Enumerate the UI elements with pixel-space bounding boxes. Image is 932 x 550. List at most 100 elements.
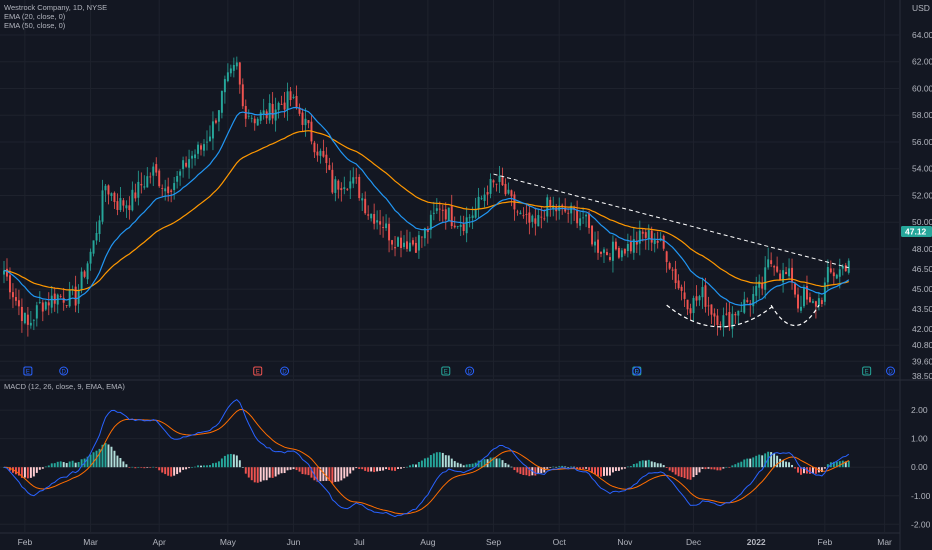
candle[interactable] <box>483 187 486 208</box>
candle[interactable] <box>388 217 391 253</box>
candle[interactable] <box>671 267 674 280</box>
candle[interactable] <box>403 235 405 250</box>
candle[interactable] <box>686 299 689 316</box>
candle[interactable] <box>653 233 656 253</box>
candle[interactable] <box>241 78 244 110</box>
candle[interactable] <box>316 143 319 162</box>
candle[interactable] <box>319 148 322 164</box>
pattern-head-arc[interactable] <box>666 304 775 328</box>
candle[interactable] <box>125 200 128 218</box>
candle[interactable] <box>20 298 23 333</box>
candle[interactable] <box>83 269 86 279</box>
candle[interactable] <box>274 97 277 132</box>
candle[interactable] <box>492 179 495 188</box>
candle[interactable] <box>755 276 758 304</box>
candle[interactable] <box>298 103 301 117</box>
candle[interactable] <box>453 216 456 229</box>
candle[interactable] <box>289 87 292 107</box>
candle[interactable] <box>352 167 355 189</box>
candle[interactable] <box>197 141 199 160</box>
candle[interactable] <box>307 120 310 129</box>
candle[interactable] <box>328 157 331 171</box>
candle[interactable] <box>677 274 680 290</box>
candle[interactable] <box>194 149 197 166</box>
candle[interactable] <box>591 225 594 247</box>
candle[interactable] <box>373 203 376 230</box>
candle[interactable] <box>107 184 110 205</box>
candle[interactable] <box>143 175 146 190</box>
candle[interactable] <box>116 193 119 216</box>
candle[interactable] <box>785 266 788 275</box>
candle[interactable] <box>301 108 304 132</box>
candle[interactable] <box>331 162 334 195</box>
event-marker-icon[interactable]: E <box>862 366 872 376</box>
candle[interactable] <box>149 172 152 184</box>
candle[interactable] <box>65 305 68 308</box>
candle[interactable] <box>253 115 256 131</box>
event-marker-icon[interactable]: D <box>632 366 642 376</box>
candle[interactable] <box>283 91 286 118</box>
candle[interactable] <box>758 274 761 299</box>
candle[interactable] <box>450 194 453 229</box>
candle[interactable] <box>570 202 573 225</box>
candle[interactable] <box>295 85 298 110</box>
candle[interactable] <box>576 200 579 229</box>
candle[interactable] <box>259 109 262 125</box>
candle[interactable] <box>477 187 480 219</box>
candle[interactable] <box>498 166 501 193</box>
candle[interactable] <box>382 216 385 238</box>
candle[interactable] <box>86 261 89 285</box>
candle[interactable] <box>782 262 785 293</box>
candle[interactable] <box>397 236 399 247</box>
candle[interactable] <box>211 111 214 151</box>
candle[interactable] <box>465 206 468 243</box>
candle[interactable] <box>14 288 17 306</box>
candle[interactable] <box>340 182 343 202</box>
candle[interactable] <box>635 231 638 254</box>
candle[interactable] <box>370 213 373 222</box>
candle[interactable] <box>605 248 608 256</box>
candle[interactable] <box>683 281 686 307</box>
candle[interactable] <box>155 157 158 177</box>
candle[interactable] <box>429 210 432 239</box>
candle[interactable] <box>262 98 265 120</box>
candle[interactable] <box>441 204 444 223</box>
candle[interactable] <box>423 227 426 247</box>
candle[interactable] <box>110 192 113 202</box>
candle[interactable] <box>811 298 814 304</box>
candle[interactable] <box>376 210 379 230</box>
candle[interactable] <box>164 179 167 201</box>
candle[interactable] <box>304 107 307 137</box>
candle[interactable] <box>740 301 743 312</box>
candle[interactable] <box>719 321 722 331</box>
candle[interactable] <box>617 246 620 260</box>
candle[interactable] <box>480 195 483 201</box>
candle[interactable] <box>468 214 471 228</box>
candle[interactable] <box>41 299 44 322</box>
candle[interactable] <box>794 281 796 298</box>
candle[interactable] <box>534 207 537 236</box>
candle[interactable] <box>504 178 507 197</box>
candle[interactable] <box>250 114 253 123</box>
candle[interactable] <box>208 125 211 142</box>
candle[interactable] <box>710 304 713 324</box>
candle[interactable] <box>161 184 164 197</box>
candle[interactable] <box>447 207 450 222</box>
candle[interactable] <box>629 235 632 254</box>
candle[interactable] <box>743 291 746 315</box>
candle[interactable] <box>767 247 770 270</box>
event-marker-icon[interactable]: E <box>253 366 263 376</box>
candle[interactable] <box>826 259 829 290</box>
candle[interactable] <box>695 285 698 307</box>
candle[interactable] <box>817 291 820 311</box>
candle[interactable] <box>623 248 626 256</box>
candle[interactable] <box>489 173 492 199</box>
event-marker-icon[interactable]: E <box>441 366 451 376</box>
candle[interactable] <box>779 269 782 281</box>
candle[interactable] <box>459 215 462 236</box>
descending-trendline[interactable] <box>493 173 849 269</box>
candle[interactable] <box>286 82 289 121</box>
candle[interactable] <box>525 204 528 225</box>
candle[interactable] <box>217 109 220 132</box>
candle[interactable] <box>128 196 131 220</box>
